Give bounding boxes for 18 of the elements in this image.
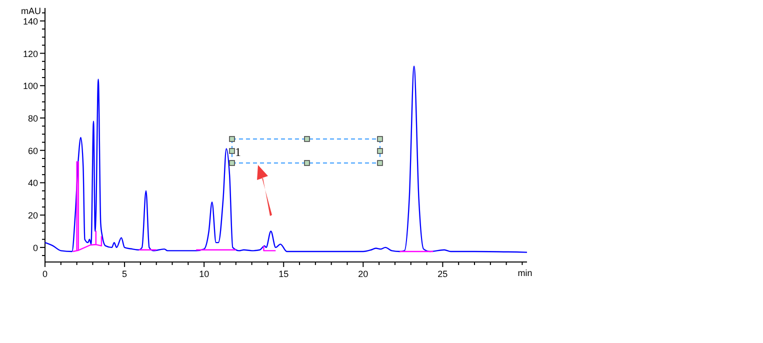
y-tick-label: 0	[32, 242, 38, 253]
y-tick-label: 40	[28, 178, 38, 188]
line-series	[44, 66, 528, 253]
annotation: 1	[235, 145, 241, 159]
y-tick-label: 20	[28, 210, 38, 221]
x-tick-label: 10	[199, 269, 210, 279]
x-tick-label: 5	[122, 269, 128, 279]
y-tick-label: 140	[22, 16, 38, 26]
y-tick-label: 60	[28, 146, 38, 156]
x-tick-label: 20	[358, 269, 368, 279]
x-tick-label: 25	[438, 269, 448, 279]
y-tick-label: 120	[22, 48, 38, 59]
y-tick-label: 100	[22, 81, 38, 92]
y-axis-title: mAU	[21, 6, 41, 16]
x-tick-label: 15	[278, 269, 289, 279]
x-tick-label: 0	[42, 269, 48, 279]
y-tick-label: 80	[28, 114, 38, 124]
x-axis-title: min	[518, 268, 532, 278]
